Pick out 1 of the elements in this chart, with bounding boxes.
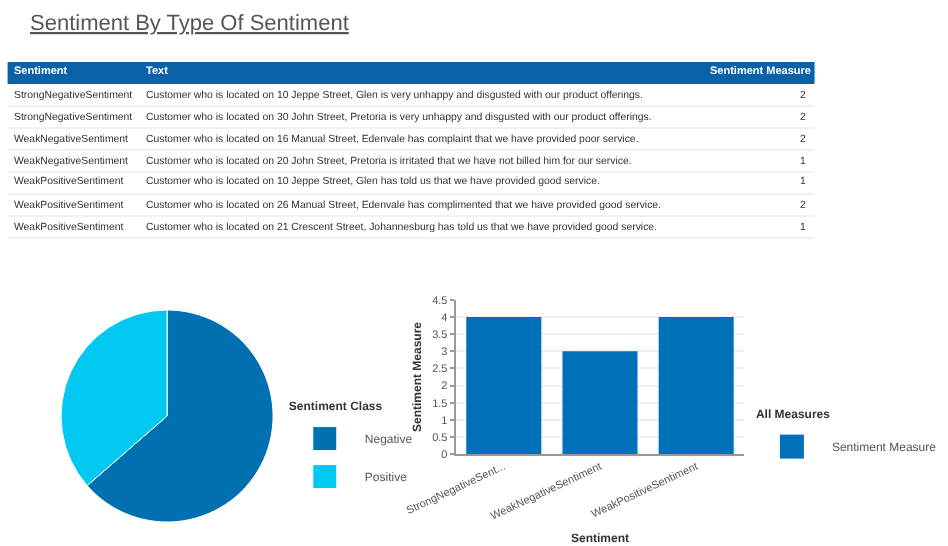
text: Sentiment By Type Of Sentiment [30,12,349,36]
